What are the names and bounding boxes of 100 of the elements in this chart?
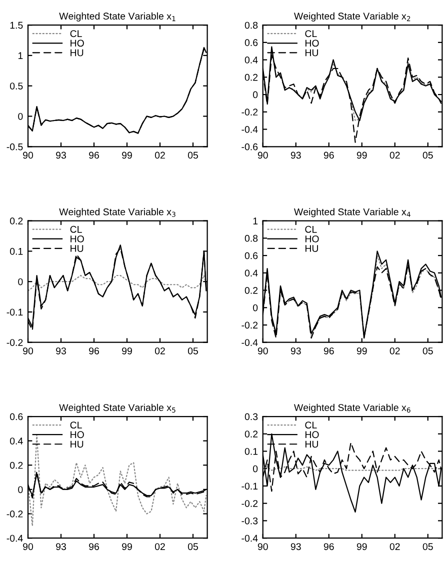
legend-label: CL [70,30,82,38]
x-tick-label: 96 [89,543,99,550]
legend-label: HO [70,431,84,438]
x-tick-label: 93 [56,152,66,159]
x-tick-label: 90 [23,543,34,550]
chart-title: Weighted State Variable x$_{6}$ [294,404,410,413]
y-tick-label: 1.5 [10,22,23,29]
y-tick-label: 0.6 [10,413,23,420]
legend-label: CL [305,30,317,38]
y-tick-label: -0.1 [242,482,258,490]
y-tick-label: 0.4 [244,56,258,64]
y-tick-label: 0 [18,112,23,120]
x-tick-label: 02 [154,347,165,354]
legend-label: CL [70,422,82,429]
x-tick-label: 96 [89,152,99,159]
y-tick-label: -0.6 [242,143,258,150]
chart-title: Weighted State Variable x$_{2}$ [294,12,410,22]
x-tick-label: 99 [356,347,367,354]
y-tick-label: 0 [252,304,258,312]
legend-label: HO [70,235,84,242]
y-tick-label: -0.4 [242,534,258,542]
y-tick-label: 0.8 [244,234,258,242]
y-tick-label: 0.4 [244,270,258,277]
y-tick-label: 1 [18,52,23,59]
x-tick-label: 02 [154,543,165,550]
y-tick-label: 0 [252,91,258,98]
y-tick-label: -0.2 [242,108,258,116]
x-tick-label: 02 [390,347,400,354]
y-tick-label: 0.1 [244,448,258,455]
y-tick-label: 0.6 [244,39,258,46]
x-tick-label: 99 [122,347,132,354]
x-tick-label: 96 [324,347,334,354]
y-tick-label: 0 [252,465,258,472]
x-tick-label: 02 [390,543,400,550]
x-tick-label: 02 [154,152,165,159]
y-tick-label: 0 [18,278,23,286]
x-tick-label: 05 [188,347,198,354]
y-tick-label: -0.2 [242,500,258,507]
x-tick-label: 99 [356,543,367,550]
y-tick-label: 0.2 [244,286,258,294]
legend-label: HU [305,245,318,252]
x-tick-label: 93 [290,152,301,159]
legend-label: HU [305,49,318,56]
x-tick-label: 96 [324,543,334,550]
y-tick-label: -0.2 [6,510,23,518]
y-tick-label: 1 [253,218,258,224]
x-tick-label: 93 [56,543,66,550]
x-tick-label: 05 [188,152,198,159]
legend-label: HU [70,49,84,56]
legend-label: CL [70,226,82,233]
x-tick-label: 99 [122,152,132,159]
y-tick-label: 0.5 [10,82,23,90]
x-tick-label: 90 [23,347,34,354]
chart-title: Weighted State Variable x$_{5}$ [59,404,176,413]
y-tick-label: 0.2 [10,218,23,224]
chart-title: Weighted State Variable x$_{1}$ [59,12,176,22]
y-tick-label: -0.5 [6,143,23,150]
y-tick-label: 0.1 [10,248,23,255]
legend-label: HU [305,440,318,448]
x-tick-label: 90 [258,347,268,354]
x-tick-label: 05 [422,152,433,159]
legend-label: HO [305,235,319,242]
chart-title: Weighted State Variable x$_{4}$ [294,208,410,218]
x-tick-label: 93 [290,543,301,550]
x-tick-label: 93 [56,347,66,354]
y-tick-label: -0.4 [242,339,258,346]
x-tick-label: 05 [188,543,198,550]
legend-label: HO [70,40,84,47]
x-tick-label: 90 [258,543,268,550]
legend-label: CL [305,226,317,233]
y-tick-label: -0.4 [6,534,23,542]
y-tick-label: -0.2 [6,339,23,346]
x-tick-label: 99 [356,152,367,159]
x-tick-label: 90 [258,152,268,159]
legend-label: HO [305,40,319,47]
y-tick-label: -0.2 [242,322,258,329]
legend-label: CL [305,422,317,429]
x-tick-label: 93 [290,347,301,354]
y-tick-label: -0.1 [6,308,23,316]
legend-label: HU [70,245,84,252]
y-tick-label: 0.4 [10,438,23,444]
x-tick-label: 05 [422,347,433,354]
y-tick-label: -0.4 [242,126,258,133]
y-tick-label: 0.3 [244,413,258,420]
y-tick-label: 0.2 [244,74,258,81]
x-tick-label: 05 [422,543,433,550]
x-tick-label: 90 [23,152,34,159]
chart-title: Weighted State Variable x$_{3}$ [59,208,176,218]
legend-label: HU [70,440,84,448]
x-tick-label: 96 [324,152,334,159]
y-tick-label: 0.8 [244,22,258,29]
y-tick-label: 0 [18,486,23,494]
x-tick-label: 02 [390,152,400,159]
y-tick-label: 0.6 [244,252,258,260]
x-tick-label: 96 [89,347,99,354]
line-series [28,274,207,292]
legend-label: HO [305,431,319,438]
y-tick-label: -0.3 [242,517,258,524]
y-tick-label: 0.2 [10,462,23,469]
y-tick-label: 0.2 [244,430,258,438]
